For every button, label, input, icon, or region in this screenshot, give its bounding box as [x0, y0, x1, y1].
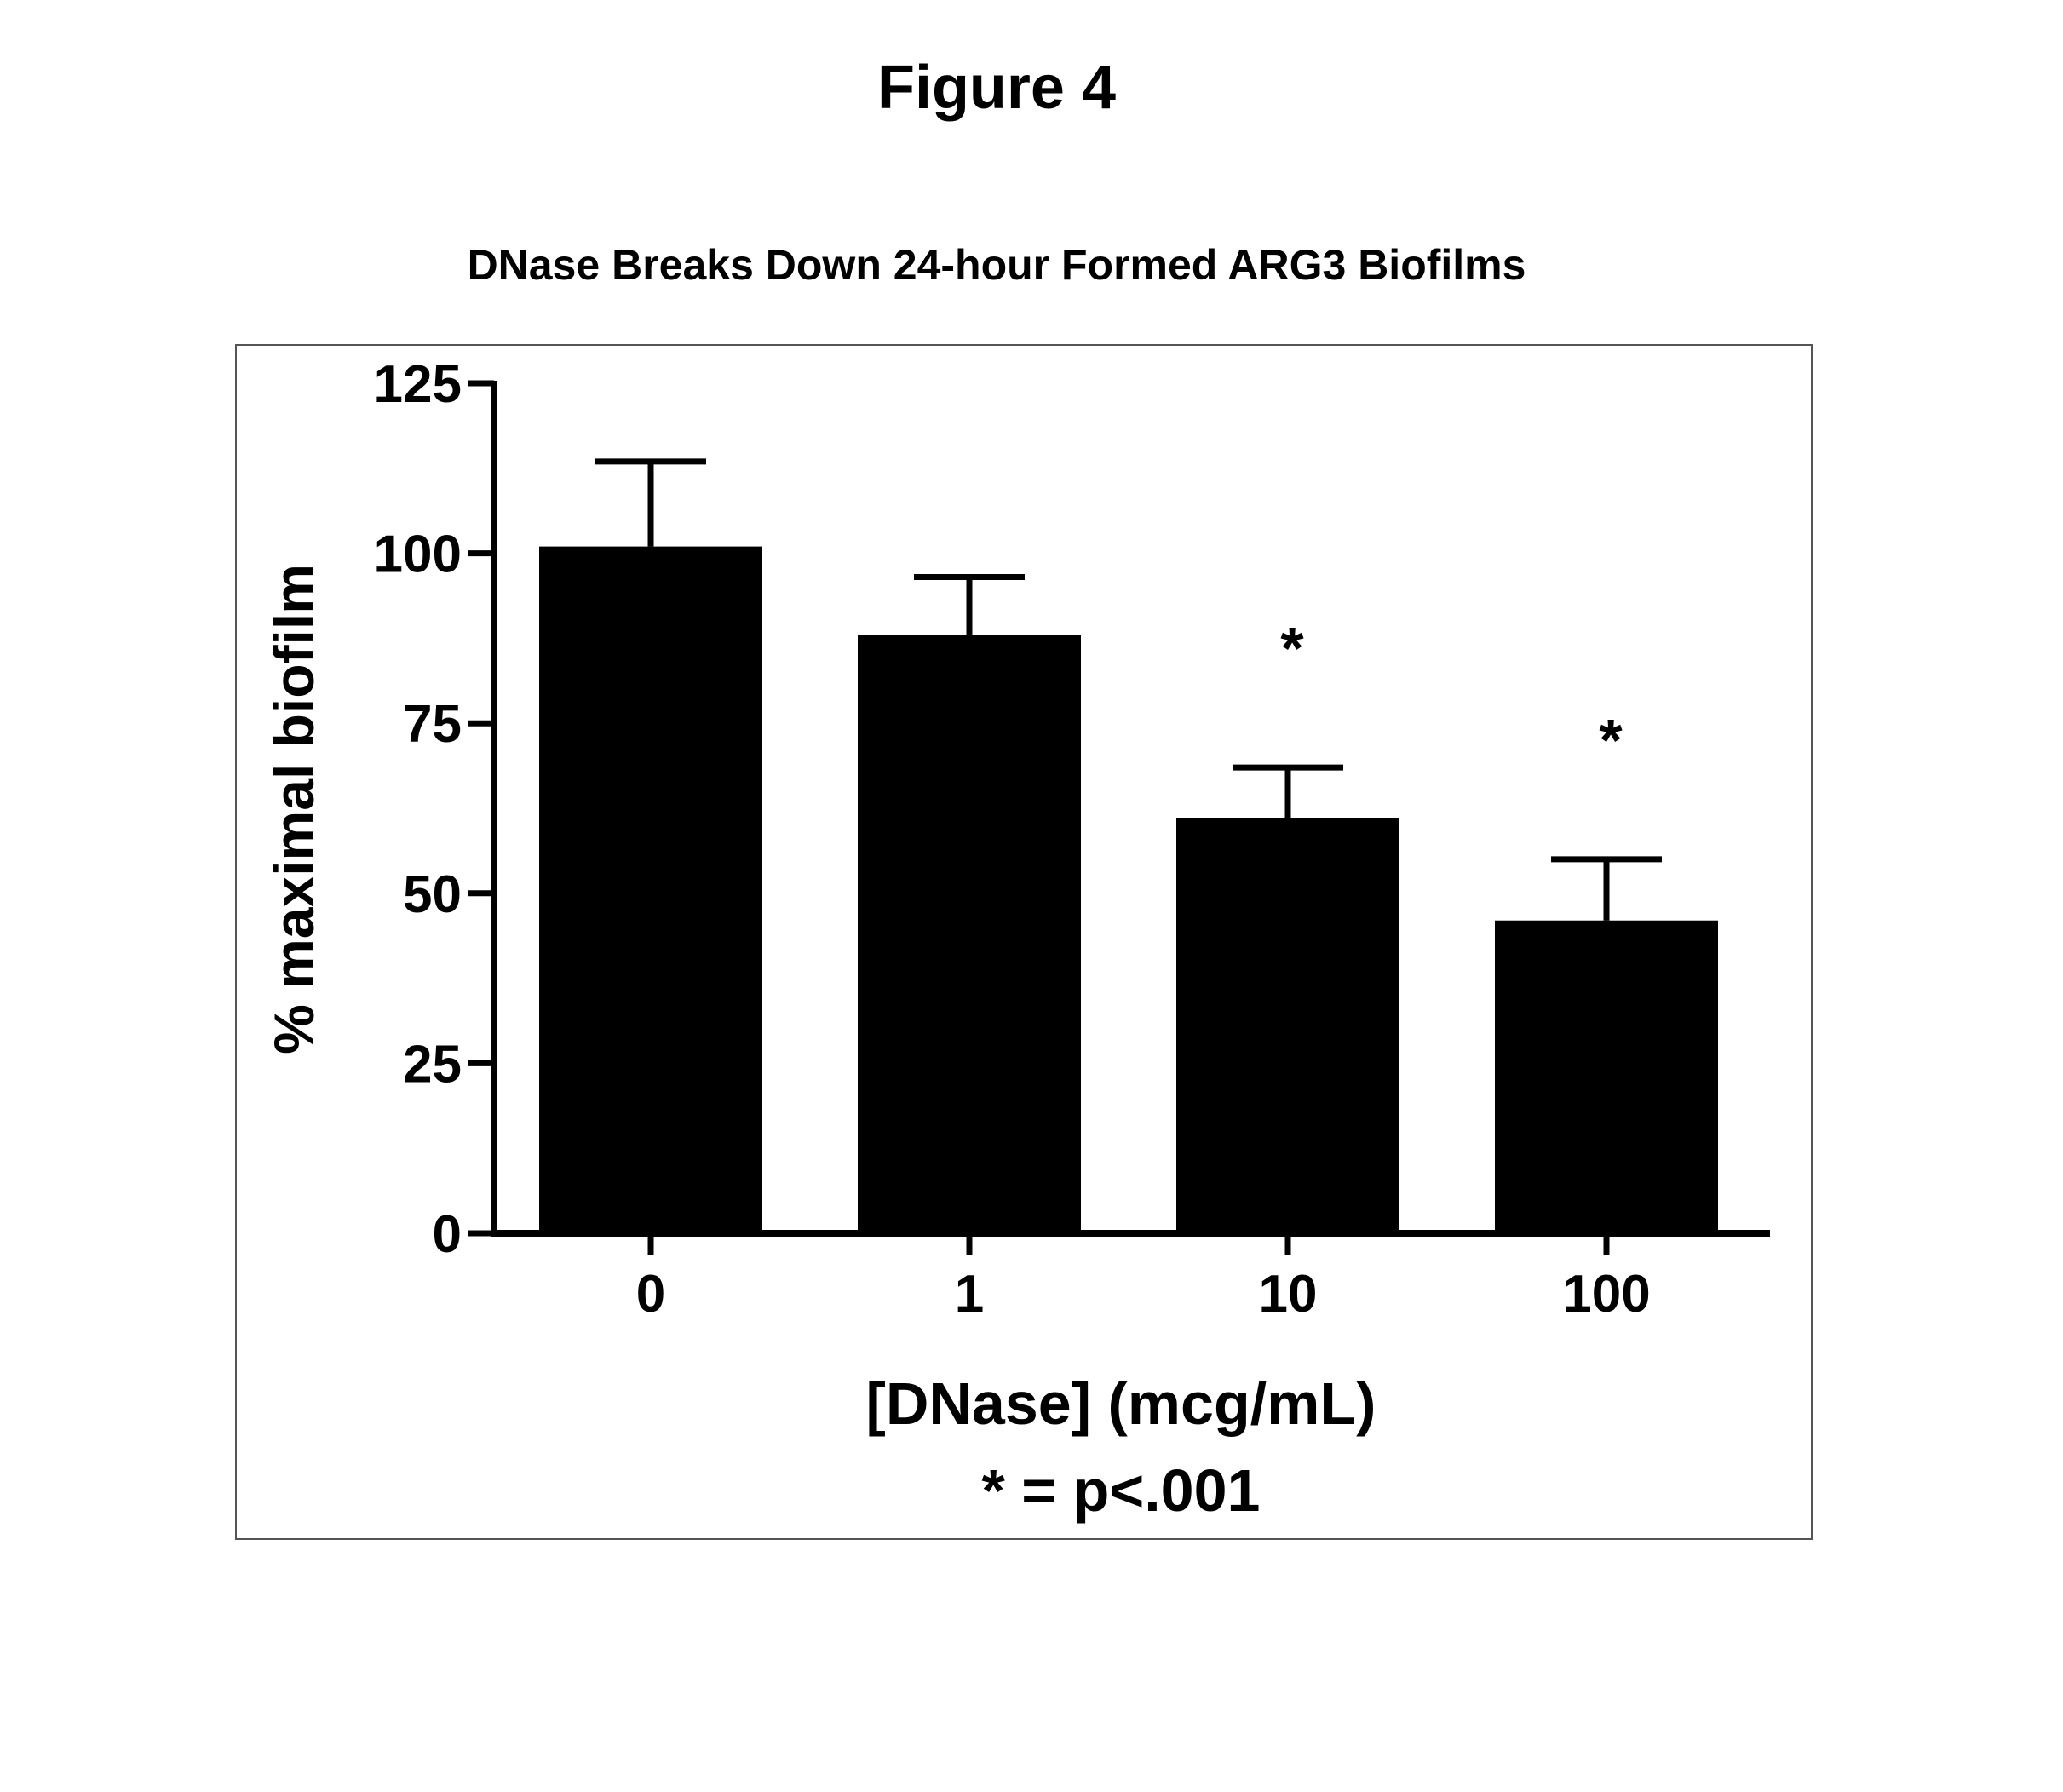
significance-marker-100: *: [1599, 707, 1623, 773]
y-tick-label-0: 0: [433, 1205, 462, 1264]
x-tick-label-1: 1: [955, 1265, 984, 1324]
y-tick-label-25: 25: [403, 1035, 462, 1094]
y-axis-label: % maximal biofilm: [262, 564, 325, 1054]
x-tick-label-0: 0: [636, 1265, 665, 1324]
y-tick-label-125: 125: [374, 355, 462, 414]
bar-0: [539, 547, 762, 1233]
bar-100: [1495, 921, 1718, 1233]
y-tick-label-50: 50: [403, 865, 462, 924]
significance-marker-10: *: [1280, 615, 1304, 681]
y-tick-label-100: 100: [374, 526, 462, 584]
x-tick-label-10: 10: [1259, 1265, 1318, 1324]
y-tick-label-75: 75: [403, 695, 462, 754]
significance-footnote: * = p<.001: [982, 1457, 1261, 1524]
x-tick-label-100: 100: [1562, 1265, 1650, 1324]
bar-10: [1176, 818, 1399, 1233]
bar-1: [858, 635, 1081, 1233]
bars-layer: [539, 547, 1718, 1233]
x-axis-label: [DNase] (mcg/mL): [866, 1370, 1376, 1437]
